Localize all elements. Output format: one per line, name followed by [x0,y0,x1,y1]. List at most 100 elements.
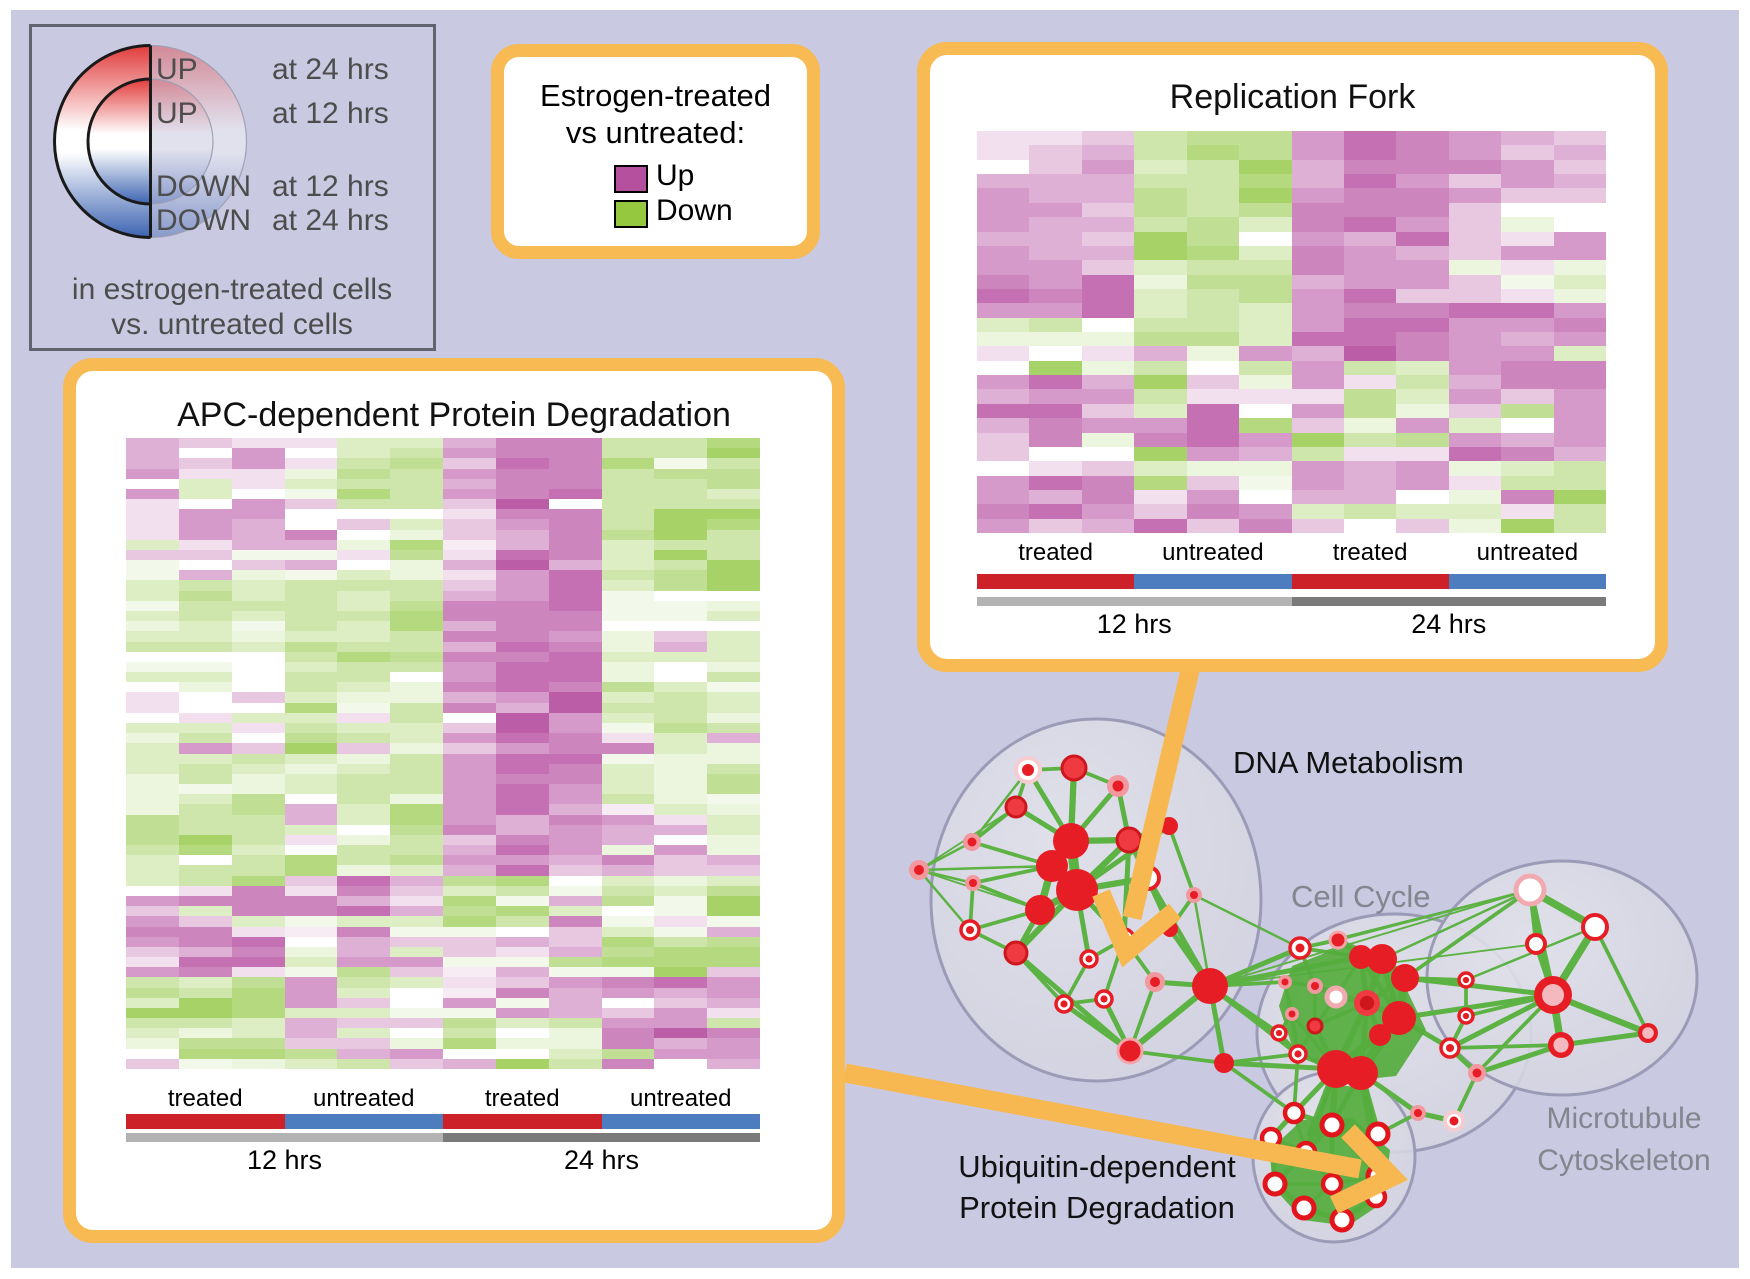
heatmap-cell [1344,361,1396,375]
heatmap-cell [179,713,232,723]
node-circle [1359,995,1375,1011]
heatmap-cell [654,692,707,703]
heatmap-cell [654,815,707,825]
heatmap-cell [977,476,1029,490]
node-circle [1328,930,1348,950]
heatmap-cell [654,713,707,723]
node-circle [1468,1064,1486,1082]
heatmap-cell [1134,260,1187,275]
heatmap-cell [337,835,390,845]
network-node-t2 [1581,913,1609,941]
heatmap-cell [1029,303,1082,318]
heatmap-cell [1239,418,1292,433]
heatmap-cell [1134,275,1187,289]
network-edge [1074,887,1092,962]
network-node-t6 [1638,1023,1658,1043]
heatmap-cell [285,662,337,672]
heatmap-cell [179,754,232,764]
heatmap-cell [126,815,179,825]
node-circle [1294,1140,1318,1164]
network-edge [1013,804,1074,844]
heatmap-cell [390,855,443,865]
heatmap-cell [1082,188,1134,203]
heatmap-cell [126,825,179,835]
estrogen-legend-title-line1: Estrogen-treated [540,78,771,113]
heatmap-cell [443,591,496,601]
arrow-head [1092,889,1182,968]
heatmap-cell [126,743,179,754]
heatmap-cell [654,865,707,876]
apc-panel-title: APC-dependent Protein Degradation [177,396,731,434]
heatmap-cell [1029,346,1082,361]
heatmap-cell [390,703,443,713]
heatmap-cell [337,815,390,825]
heatmap-cell [496,825,549,835]
heatmap-cell [232,519,285,530]
ring-label-up-12: UP [156,97,198,130]
heatmap-cell [126,764,179,774]
heatmap-cell [337,794,390,804]
condition-bar-untreated-3 [601,1114,760,1129]
node-circle [1319,1112,1345,1138]
heatmap-cell [232,509,285,519]
network-edge [1549,923,1599,999]
heatmap-cell [1292,160,1344,174]
heatmap-cell [285,927,337,937]
apc-heatmap [126,438,760,1069]
heatmap-cell [1554,504,1606,519]
heatmap-cell [443,723,496,733]
node-circle [1581,913,1609,941]
network-edge [1396,992,1556,1021]
heatmap-cell [1396,361,1449,375]
heatmap-cell [1396,289,1449,303]
heatmap-cell [602,438,654,448]
heatmap-cell [443,1028,496,1038]
network-edge [1357,1069,1382,1138]
heatmap-cell [285,692,337,703]
heatmap-cell [232,438,285,448]
heatmap-cell [337,438,390,448]
heatmap-cell [602,927,654,937]
heatmap-cell [1449,375,1501,389]
network-edge [1358,1000,1370,1076]
heatmap-cell [285,682,337,692]
heatmap-cell [602,570,654,580]
heatmap-cell [1239,490,1292,504]
heatmap-cell [1082,346,1134,361]
heatmap-cell [179,580,232,591]
heatmap-cell [1554,232,1606,246]
heatmap-cell [496,947,549,957]
heatmap-cell [390,1028,443,1038]
heatmap-cell [443,896,496,906]
heatmap-cell [496,530,549,540]
network-edge [1298,938,1340,950]
heatmap-cell [1029,174,1082,188]
heatmap-cell [1239,476,1292,490]
heatmap-cell [707,896,760,906]
heatmap-cell [179,733,232,743]
network-edge [1526,886,1557,999]
heatmap-cell [549,1049,602,1059]
node-circle [1162,921,1178,937]
heatmap-cell [1029,519,1082,533]
heatmap-cell [496,815,549,825]
network-edge [1296,1024,1317,1056]
heatmap-cell [496,886,549,896]
heatmap-cell [443,499,496,509]
heatmap-cell [1396,145,1449,160]
network-edge [1313,995,1338,1028]
heatmap-cell [126,601,179,611]
heatmap-cell [977,504,1029,519]
heatmap-cell [707,1059,760,1069]
heatmap-cell [602,937,654,947]
heatmap-cell [549,621,602,631]
heatmap-cell [337,825,390,835]
cluster-label-microtubule-line1: Microtubule [1546,1102,1702,1135]
heatmap-cell [337,489,390,499]
heatmap-cell [1554,375,1606,389]
heatmap-cell [337,754,390,764]
heatmap-cell [285,886,337,896]
network-edge [1332,1031,1384,1073]
network-edge [1357,1014,1403,1077]
heatmap-cell [179,947,232,957]
